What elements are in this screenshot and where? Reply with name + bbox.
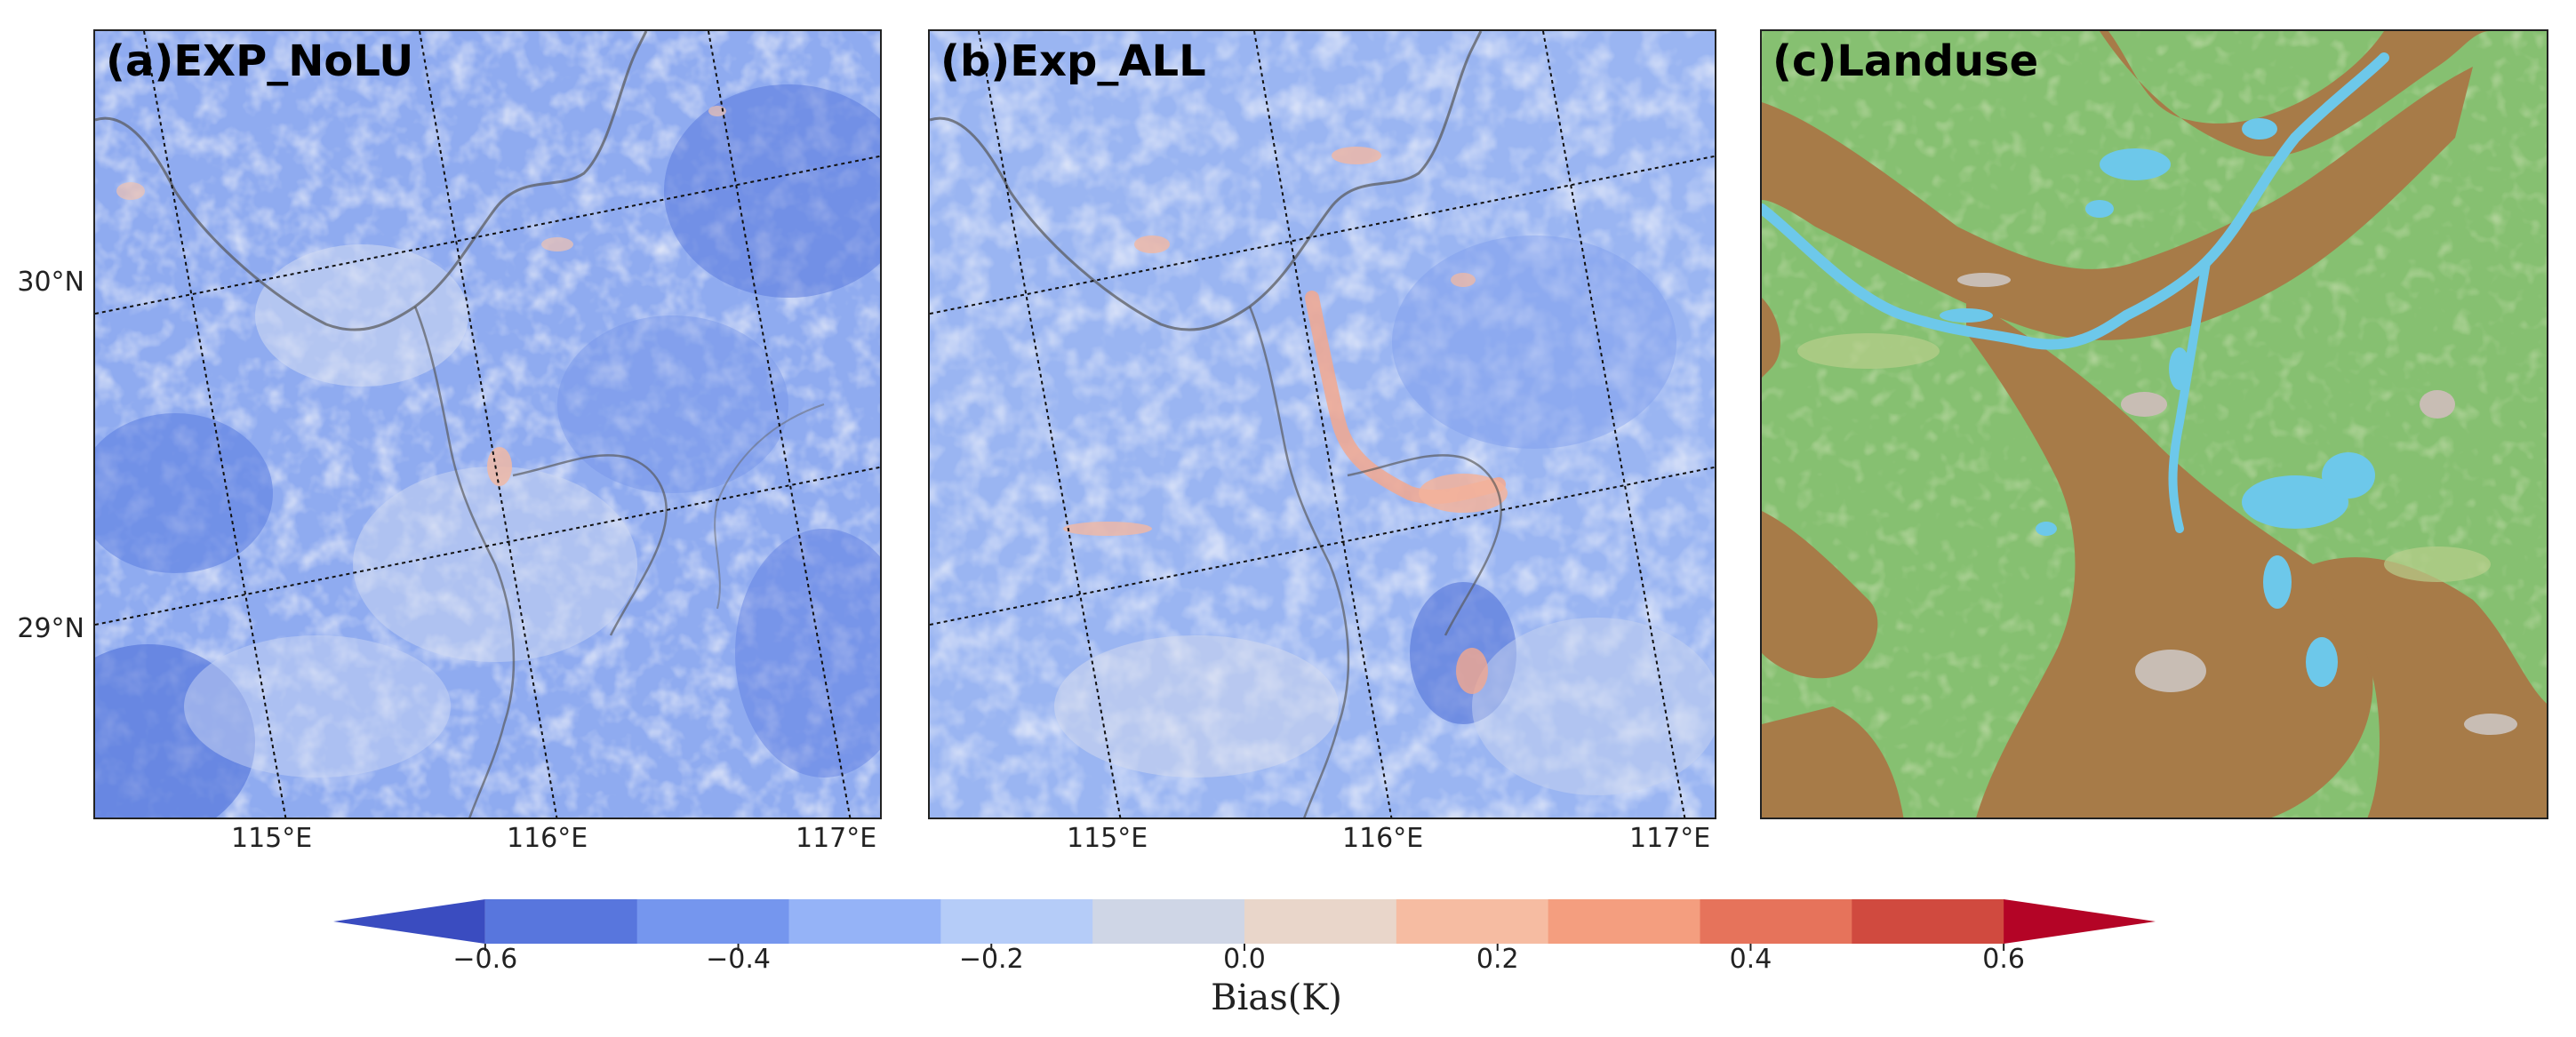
colorbar-tick-label: −0.2 bbox=[958, 944, 1024, 975]
lat-tick-30n: 30°N bbox=[17, 267, 84, 298]
colorbar-segment bbox=[636, 899, 789, 944]
colorbar-tick-label: 0.4 bbox=[1729, 944, 1772, 975]
colorbar-segment bbox=[940, 899, 1093, 944]
lon-tick-b-116e: 116°E bbox=[1342, 823, 1424, 854]
colorbar-segment bbox=[484, 899, 638, 944]
colorbar-tick-label: −0.6 bbox=[452, 944, 518, 975]
bias-map-b bbox=[930, 31, 1715, 818]
colorbar-segment bbox=[1852, 899, 2004, 944]
colorbar-label: Bias(K) bbox=[1211, 977, 1342, 1018]
panel-a-exp-nolu: (a)EXP_NoLU bbox=[93, 29, 882, 819]
lat-tick-29n: 29°N bbox=[17, 613, 84, 644]
colorbar-segment bbox=[1396, 899, 1549, 944]
colorbar-segment bbox=[788, 899, 941, 944]
lon-tick-b-117e: 117°E bbox=[1629, 823, 1711, 854]
colorbar-tick-label: 0.2 bbox=[1476, 944, 1519, 975]
colorbar-segment bbox=[1548, 899, 1700, 944]
lon-tick-b-115e: 115°E bbox=[1067, 823, 1148, 854]
colorbar-segment bbox=[2004, 899, 2156, 944]
panel-c-title: (c)Landuse bbox=[1772, 36, 2039, 86]
lon-tick-a-115e: 115°E bbox=[231, 823, 313, 854]
panel-a-title: (a)EXP_NoLU bbox=[106, 36, 414, 86]
colorbar-tick-label: −0.4 bbox=[706, 944, 771, 975]
panel-c-landuse: (c)Landuse bbox=[1760, 29, 2548, 819]
colorbar-segment bbox=[1244, 899, 1397, 944]
colorbar-segment bbox=[1092, 899, 1245, 944]
panel-b-title: (b)Exp_ALL bbox=[940, 36, 1206, 86]
panel-b-exp-all: (b)Exp_ALL bbox=[928, 29, 1716, 819]
bias-map-a bbox=[95, 31, 880, 818]
colorbar-segment bbox=[1700, 899, 1852, 944]
colorbar-tick-label: 0.0 bbox=[1223, 944, 1266, 975]
colorbar-segment bbox=[333, 899, 485, 944]
lon-tick-a-117e: 117°E bbox=[796, 823, 877, 854]
colorbar-tick-label: 0.6 bbox=[1982, 944, 2026, 975]
lon-tick-a-116e: 116°E bbox=[507, 823, 588, 854]
colorbar bbox=[333, 899, 2156, 951]
landuse-map bbox=[1762, 31, 2547, 818]
